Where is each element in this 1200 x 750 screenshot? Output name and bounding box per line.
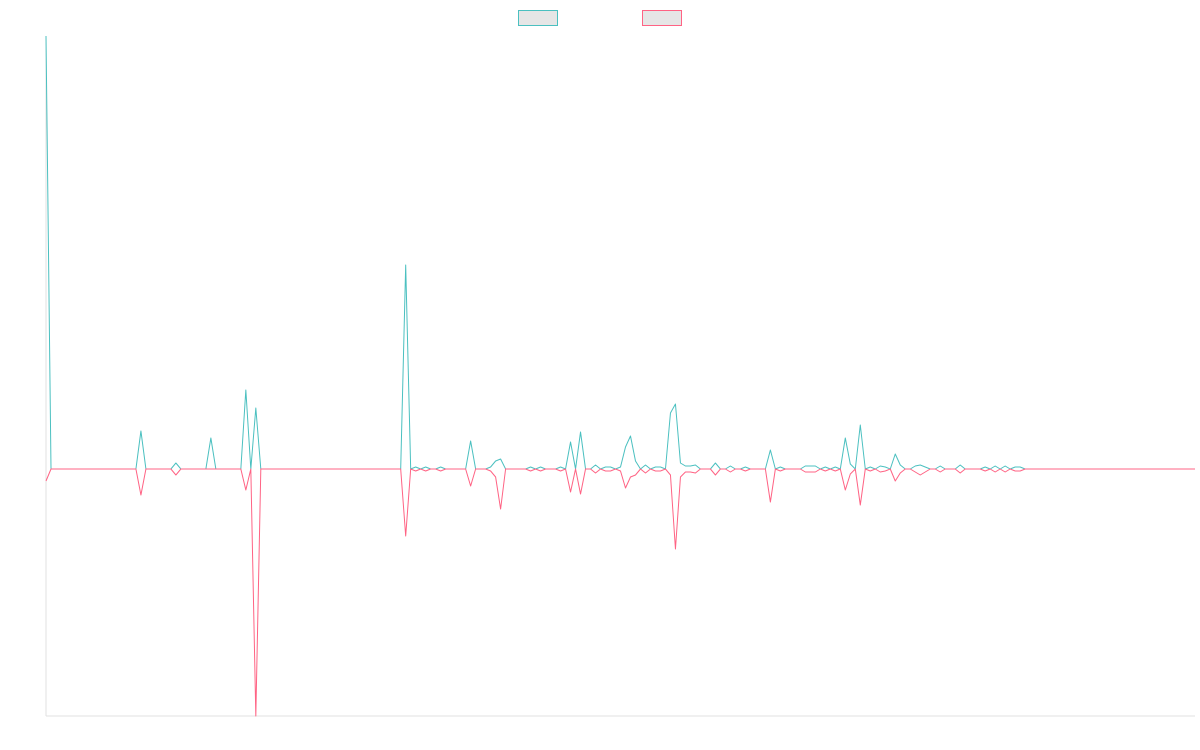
series-line — [45, 35, 1195, 470]
series-line — [45, 468, 1195, 717]
legend-swatch — [518, 10, 558, 26]
legend-swatch — [642, 10, 682, 26]
